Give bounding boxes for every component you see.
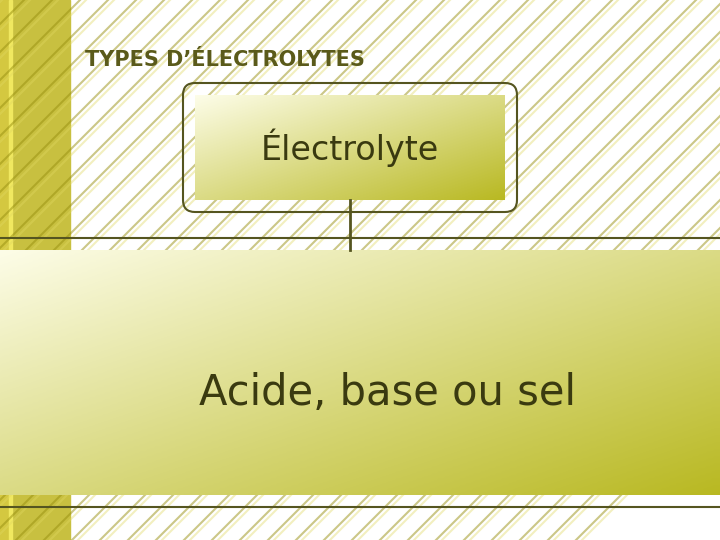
Text: TYPES D’ÉLECTROLYTES: TYPES D’ÉLECTROLYTES: [85, 50, 365, 70]
Bar: [0, 0, 8, 540]
Text: Électrolyte: Électrolyte: [261, 128, 439, 167]
Text: Acide, base ou sel: Acide, base ou sel: [199, 372, 576, 414]
Bar: [9, 0, 12, 540]
Bar: [0, 0, 70, 540]
